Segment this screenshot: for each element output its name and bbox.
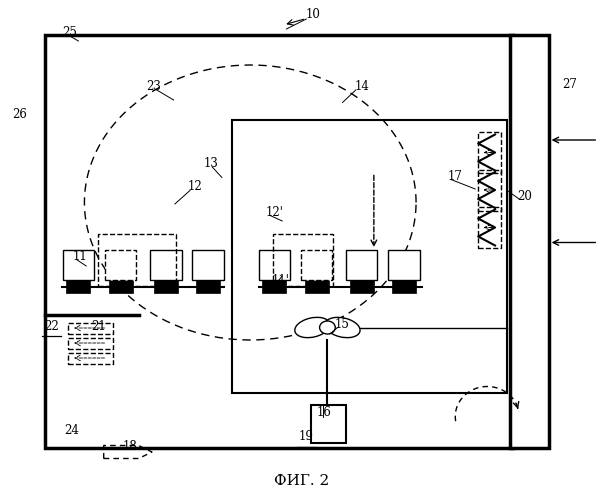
Text: 11: 11 (72, 250, 87, 264)
Text: 12: 12 (188, 180, 202, 194)
Text: 14: 14 (355, 80, 369, 94)
Text: 26: 26 (13, 108, 27, 120)
Bar (262, 280, 286, 293)
Bar (388, 250, 420, 280)
Text: 25: 25 (62, 26, 77, 38)
Text: 15: 15 (335, 318, 350, 330)
Bar (346, 250, 377, 280)
Bar (478, 170, 501, 210)
Bar (305, 280, 329, 293)
Ellipse shape (295, 318, 330, 338)
Bar (311, 405, 346, 442)
Text: 21: 21 (91, 320, 106, 332)
Text: 24: 24 (64, 424, 78, 438)
Circle shape (320, 321, 335, 334)
Bar (259, 250, 290, 280)
Bar (392, 280, 416, 293)
Text: 11': 11' (272, 274, 290, 286)
Bar (150, 250, 182, 280)
Bar (105, 250, 136, 280)
Text: 19: 19 (299, 430, 314, 444)
Bar (192, 250, 224, 280)
Text: 12': 12' (266, 206, 284, 218)
Bar (510, 35, 549, 448)
Text: 10: 10 (306, 8, 321, 22)
Text: ФИГ. 2: ФИГ. 2 (274, 474, 329, 488)
Bar (68, 322, 113, 334)
Bar (68, 352, 113, 364)
Bar (98, 234, 176, 286)
Bar (350, 280, 374, 293)
Bar (232, 120, 507, 392)
Bar (154, 280, 178, 293)
Bar (68, 338, 113, 348)
Text: 17: 17 (448, 170, 463, 182)
Bar (478, 132, 501, 173)
Bar (66, 280, 90, 293)
Bar (478, 207, 501, 248)
Text: 23: 23 (147, 80, 161, 94)
Bar (273, 234, 333, 286)
Text: 18: 18 (122, 440, 137, 453)
Ellipse shape (325, 318, 360, 338)
Text: 27: 27 (563, 78, 577, 92)
Text: 16: 16 (317, 406, 332, 420)
Text: 22: 22 (44, 320, 58, 332)
Text: 20: 20 (517, 190, 532, 202)
Text: 13: 13 (204, 157, 218, 170)
Bar (63, 250, 94, 280)
Bar (45, 35, 513, 448)
Bar (109, 280, 133, 293)
Bar (301, 250, 332, 280)
Bar (196, 280, 220, 293)
